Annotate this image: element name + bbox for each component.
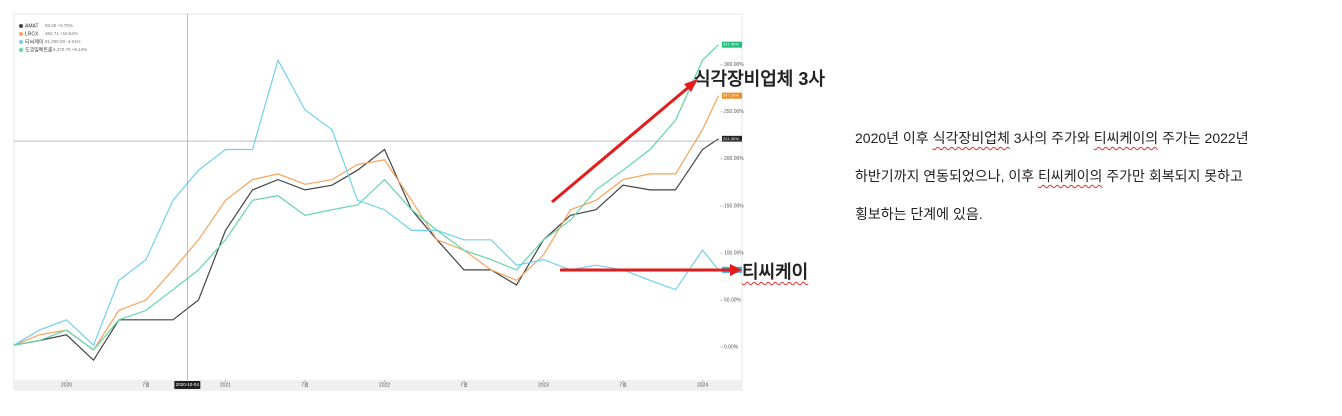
y-tick-label: 300.00% [724,62,744,68]
crosshair-badge [174,381,201,389]
text-run: 하반기까지 연동되었으나, 이후 [855,168,1038,184]
legend-dot [19,40,23,44]
x-tick-label: 2020 [61,382,72,388]
text-run: 티씨케이의 [1093,130,1159,146]
x-tick-label: 7월 [142,381,150,388]
y-tick-label: 200.00% [724,156,744,162]
end-badge [722,92,742,99]
legend-name: 티씨케이 [25,38,43,45]
end-label: 221.30% [723,136,739,141]
paragraph-line: 하반기까지 연동되었으나, 이후 티씨케이의 주가만 회복되지 못하고 [855,157,1249,195]
y-tick-label: 50.00% [724,297,742,303]
y-tick-label: 100.00% [724,250,744,256]
legend-note: 93.29 +8.70% [45,23,73,28]
legend-name: AMAT [25,23,39,29]
x-axis-strip [14,380,742,390]
x-tick-label: 7월 [619,381,627,388]
grid: 0.00% 50.00% 100.00% 150.00% 200.00% 250.00% 3… [61,62,744,388]
chart-frame [13,13,743,391]
annotation: 식각장비업체 3사 [694,69,825,89]
crosshair-label: 2020-10-04 [176,382,200,387]
text-run: 2020년 이후 [855,130,933,146]
legend-dot [19,32,23,36]
series-line [13,58,719,347]
y-tick-label: 0.00% [724,344,739,350]
x-tick-label: 2024 [697,382,708,388]
end-badge [722,135,742,142]
x-tick-label: 7월 [460,381,468,388]
text-run: 주가만 회복되지 못하고 [1102,168,1243,184]
y-tick-label: 150.00% [724,203,744,209]
end-label: 267.20% [723,93,739,98]
paragraph-line: 2020년 이후 식각장비업체 3사의 주가와 티씨케이의 주가는 2022년 [855,119,1249,157]
lines [13,44,719,362]
end-badge [722,41,742,48]
legend-note: 91,000.00 -4.51% [45,39,81,44]
y-tick-label: 250.00% [724,109,744,115]
legend-name: 도쿄일렉트론 [25,46,53,53]
arrow-head [730,264,742,276]
x-tick-label: 2021 [220,382,231,388]
paragraph-line: 횡보하는 단계에 있음. [855,195,1249,233]
text-run: 3사의 주가와 [1009,130,1094,146]
text-run: 식각장비업체 [932,130,1010,146]
legend-dot [19,48,23,52]
series-line [13,44,719,351]
series-line [13,95,719,351]
legend-name: LRCX [25,31,39,37]
x-tick-label: 7월 [301,381,309,388]
legend-note: 362.71 +10.54% [45,31,78,36]
text-run: 주가는 2022년 [1158,130,1249,146]
legend-dot [19,24,23,28]
x-tick-label: 2023 [538,382,549,388]
text-run: 횡보하는 단계에 있음. [855,206,983,222]
x-tick-label: 2022 [379,382,390,388]
annotation: 티씨케이 [742,262,809,282]
legend-note: 9,470.70 +8.14% [53,47,87,52]
arrow [551,84,691,204]
end-label: 321.40% [723,42,739,47]
text-run: 티씨케이의 [1038,168,1103,184]
series-line [13,138,719,362]
arrow-head [684,79,698,92]
paragraph: 2020년 이후 식각장비업체 3사의 주가와 티씨케이의 주가는 2022년 하… [855,119,1249,233]
